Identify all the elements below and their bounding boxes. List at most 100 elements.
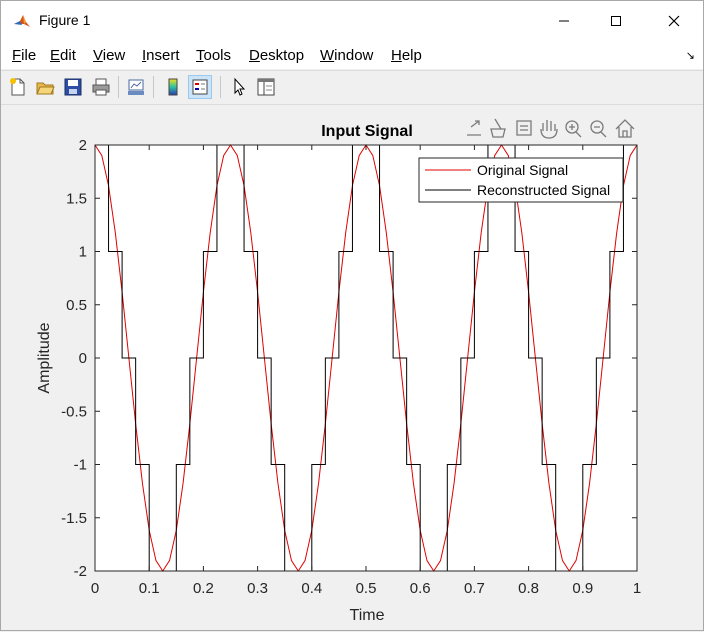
chart-title: Input Signal	[321, 123, 413, 140]
insert-colorbar-button[interactable]	[161, 75, 185, 99]
edit-plot-arrow-icon	[234, 77, 246, 96]
x-tick-label: 0.1	[139, 580, 160, 597]
y-tick-label: 1	[79, 244, 87, 261]
insert-legend-button[interactable]	[188, 75, 212, 99]
print-icon	[92, 78, 110, 96]
maximize-icon	[611, 16, 621, 26]
x-axis-label: Time	[350, 607, 385, 624]
menu-desktop[interactable]: Desktop	[249, 47, 304, 64]
plot-svg: 0 0.1 0.2 0.3 0.4 0.5 0.6 0.7 0.8 0.9 1 -2 -1.5 -1 -0…	[36, 118, 641, 624]
menu-tools-rest: ools	[203, 47, 232, 64]
x-tick-label: 0	[91, 580, 99, 597]
y-axis-label: Amplitude	[36, 322, 53, 393]
pan-button[interactable]	[540, 120, 558, 139]
menu-edit[interactable]: Edit	[50, 47, 76, 64]
x-tick-label: 0.4	[301, 580, 322, 597]
insert-legend-icon	[192, 79, 208, 95]
legend[interactable]: Original Signal Reconstructed Signal	[418, 157, 624, 203]
link-plot-button[interactable]	[124, 75, 148, 99]
minimize-icon	[559, 20, 569, 22]
title-bar: Figure 1	[1, 1, 703, 41]
data-tips-button[interactable]	[516, 120, 532, 136]
menu-help-rest: elp	[401, 47, 422, 64]
open-file-button[interactable]	[33, 75, 57, 99]
figure-toolbar	[1, 70, 703, 105]
menu-help-key: H	[391, 47, 402, 64]
property-inspector-icon	[257, 78, 275, 96]
menu-tools-key: T	[196, 47, 204, 64]
y-axis-ticks: -2 -1.5 -1 -0.5 0 0.5 1 1.5 2	[61, 137, 637, 580]
legend-label-original: Original Signal	[477, 162, 568, 178]
x-tick-label: 0.6	[410, 580, 431, 597]
minimize-button[interactable]	[541, 1, 587, 41]
menu-bar: File Edit View Insert Tools Desktop Wind…	[1, 41, 703, 69]
zoom-in-icon	[565, 120, 579, 134]
menu-edit-rest: dit	[60, 47, 76, 64]
menu-window-key: W	[320, 47, 335, 64]
menu-window[interactable]: Window	[320, 47, 373, 64]
menu-insert-key: I	[142, 47, 147, 64]
menu-insert-rest: nsert	[146, 47, 180, 64]
y-tick-label: 2	[79, 137, 87, 154]
brush-icon	[490, 118, 506, 138]
menu-window-rest: indow	[334, 47, 374, 64]
menu-desktop-key: D	[249, 47, 260, 64]
zoom-in-button[interactable]	[565, 120, 582, 138]
x-tick-label: 1	[633, 580, 641, 597]
insert-colorbar-icon	[168, 78, 178, 96]
menu-view[interactable]: View	[93, 47, 125, 64]
new-figure-button[interactable]	[6, 75, 30, 99]
axes-toolbar	[467, 118, 635, 139]
zoom-out-button[interactable]	[590, 120, 607, 138]
legend-label-reconstructed: Reconstructed Signal	[477, 182, 610, 198]
menu-tools[interactable]: Tools	[196, 47, 231, 64]
home-icon	[615, 119, 635, 138]
menu-help[interactable]: Help	[391, 47, 422, 64]
zoom-out-icon	[590, 120, 604, 134]
x-tick-label: 0.3	[247, 580, 268, 597]
menu-insert[interactable]: Insert	[142, 47, 180, 64]
axes-background[interactable]	[95, 145, 637, 571]
figure-canvas: 0 0.1 0.2 0.3 0.4 0.5 0.6 0.7 0.8 0.9 1 -2 -1.5 -1 -0…	[5, 105, 701, 627]
export-icon	[467, 120, 481, 136]
x-tick-label: 0.9	[572, 580, 593, 597]
legend-box	[418, 157, 624, 203]
open-file-icon	[36, 82, 55, 95]
close-icon	[668, 15, 680, 27]
menu-desktop-rest: esktop	[259, 47, 305, 64]
menu-view-key: V	[93, 47, 103, 64]
toolbar-separator	[220, 76, 221, 98]
print-button[interactable]	[89, 75, 113, 99]
maximize-button[interactable]	[593, 1, 639, 41]
export-button[interactable]	[467, 120, 481, 136]
y-tick-label: -1.5	[61, 510, 87, 527]
save-button[interactable]	[61, 75, 85, 99]
x-tick-label: 0.2	[193, 580, 214, 597]
menu-file[interactable]: File	[12, 47, 36, 64]
y-tick-label: -0.5	[61, 403, 87, 420]
edit-plot-button[interactable]	[227, 75, 251, 99]
close-button[interactable]	[651, 1, 697, 41]
save-icon	[64, 78, 82, 96]
y-tick-label: -1	[74, 457, 87, 474]
zoom-out-icon-marks	[594, 126, 607, 138]
toolbar-separator	[153, 76, 154, 98]
property-inspector-button[interactable]	[254, 75, 278, 99]
y-tick-label: -2	[74, 563, 87, 580]
window-title: Figure 1	[39, 12, 91, 28]
brush-button[interactable]	[490, 118, 506, 138]
new-figure-icon	[10, 78, 25, 96]
x-tick-label: 0.7	[464, 580, 485, 597]
menu-file-key: F	[12, 47, 22, 64]
y-tick-label: 0	[79, 350, 87, 367]
dock-arrow-icon[interactable]: ↘	[685, 50, 695, 62]
home-button[interactable]	[615, 119, 635, 138]
data-tips-icon	[516, 120, 532, 136]
matlab-logo-icon	[14, 15, 30, 27]
menu-view-rest: iew	[102, 47, 126, 64]
x-tick-label: 0.5	[356, 580, 377, 597]
zoom-in-icon-marks	[569, 124, 582, 138]
menu-edit-key: E	[50, 47, 61, 64]
pan-hand-icon	[540, 120, 558, 139]
